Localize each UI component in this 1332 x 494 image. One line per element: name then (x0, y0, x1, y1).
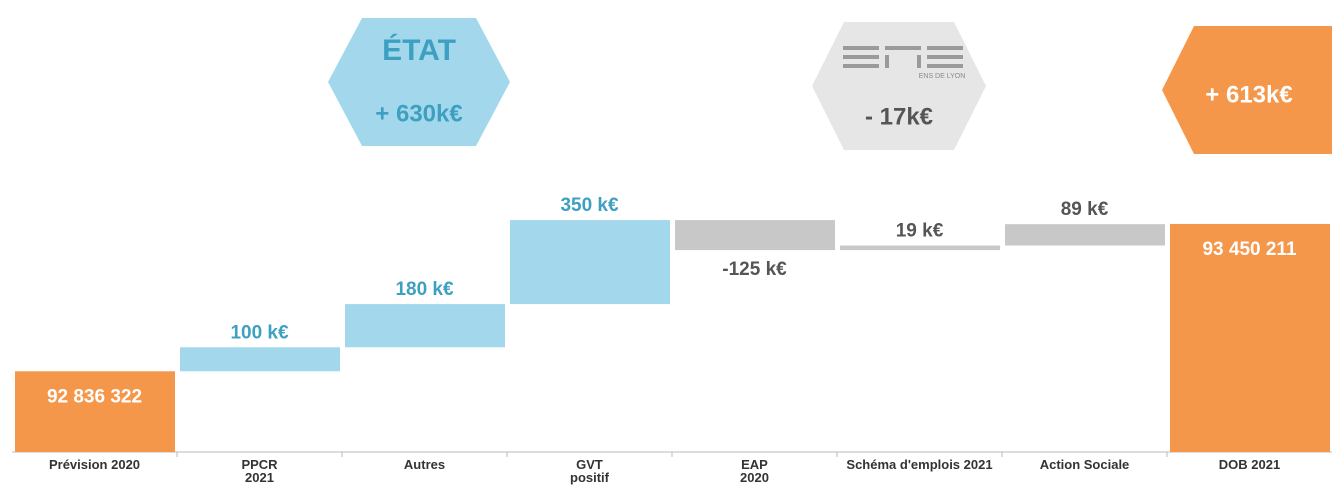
value-label: 180 k€ (395, 279, 454, 300)
bar (345, 304, 505, 348)
annotation-text: - 17k€ (865, 103, 933, 130)
bar (675, 220, 835, 251)
x-tick-label: Autres (403, 457, 446, 472)
annotation-text: + 613k€ (1205, 81, 1292, 108)
value-label: 350 k€ (560, 195, 619, 216)
value-label: -125 k€ (722, 259, 787, 280)
hexagon-etat: ÉTAT + 630k€ (328, 18, 510, 146)
hexagon (812, 22, 986, 150)
x-tick-label: Prévision 2020 (48, 457, 141, 472)
annotation-title: ÉTAT (382, 33, 456, 67)
hexagon-total: + 613k€ (1162, 26, 1332, 154)
bar (840, 245, 1000, 251)
x-tick-label: GVT positif (570, 457, 609, 485)
annotation-text: + 630k€ (375, 100, 462, 127)
value-label: 19 k€ (896, 221, 944, 242)
hexagon (328, 18, 510, 146)
logo-text: ENS DE LYON (919, 73, 966, 80)
logo (843, 46, 963, 68)
bar (1170, 223, 1330, 452)
x-tick-label: EAP 2020 (740, 457, 769, 485)
value-label: 93 450 211 (1202, 239, 1296, 260)
bar (180, 347, 340, 372)
value-label: 89 k€ (1061, 199, 1109, 220)
hexagon-ens: ENS DE LYON - 17k€ (812, 22, 986, 150)
x-tick-label: PPCR 2021 (241, 457, 278, 485)
x-tick-label: DOB 2021 (1218, 457, 1281, 472)
x-tick-label: Action Sociale (1039, 457, 1130, 472)
hexagon (1162, 26, 1332, 154)
bar (1005, 224, 1165, 246)
bar (15, 371, 175, 452)
value-label: 92 836 322 (47, 386, 142, 407)
x-tick-label: Schéma d'emplois 2021 (846, 457, 993, 472)
value-label: 100 k€ (230, 322, 289, 343)
bar (510, 220, 670, 305)
